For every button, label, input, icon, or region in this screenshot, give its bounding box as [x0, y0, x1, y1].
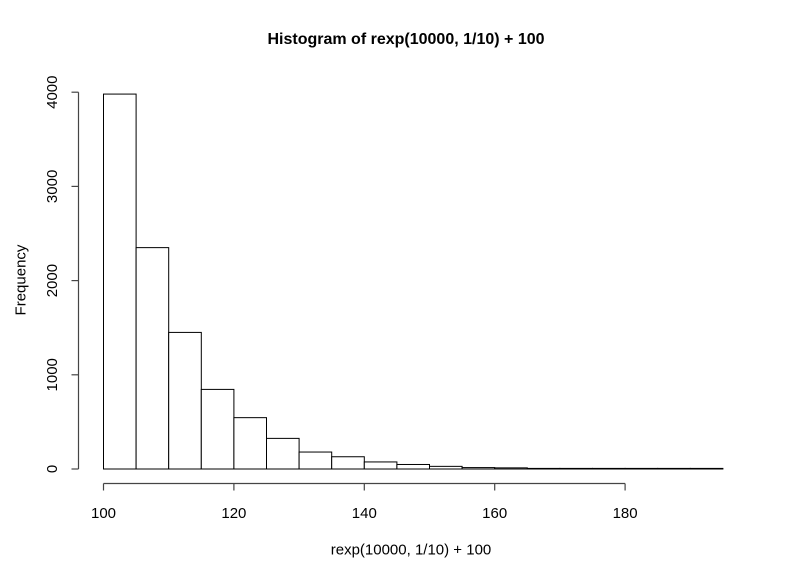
histogram-bar: [689, 467, 724, 470]
histogram-bar: [559, 467, 594, 470]
y-axis-label: Frequency: [12, 244, 30, 316]
x-tick-label: 140: [352, 505, 377, 522]
histogram-bar: [429, 465, 463, 470]
histogram-bar: [494, 467, 528, 470]
histogram-bar: [200, 388, 235, 470]
chart-title: Histogram of rexp(10000, 1/10) + 100: [267, 31, 545, 48]
histogram-bar: [135, 247, 170, 470]
histogram-bar: [657, 467, 691, 470]
histogram-bar: [526, 467, 561, 470]
y-tick-label: 1000: [44, 358, 61, 391]
x-tick-label: 120: [221, 505, 246, 522]
histogram-bar: [331, 456, 365, 470]
histogram-bar: [396, 463, 430, 470]
histogram-bar: [298, 451, 333, 470]
x-axis-label: rexp(10000, 1/10) + 100: [330, 541, 492, 559]
y-tick-label: 4000: [44, 76, 61, 109]
histogram-bar: [363, 461, 398, 470]
y-tick-label: 3000: [44, 170, 61, 203]
x-tick-label: 160: [482, 505, 507, 522]
x-tick-label: 180: [613, 505, 638, 522]
histogram-bar: [168, 331, 202, 470]
x-tick-label: 100: [91, 505, 116, 522]
histogram-bar: [592, 467, 626, 470]
histogram-bar: [233, 417, 267, 470]
y-tick-label: 0: [44, 465, 61, 473]
y-tick-label: 2000: [44, 264, 61, 297]
histogram-bar: [266, 437, 300, 470]
histogram-bar: [624, 467, 659, 470]
histogram-bar: [103, 93, 137, 470]
histogram-bar: [461, 467, 496, 470]
